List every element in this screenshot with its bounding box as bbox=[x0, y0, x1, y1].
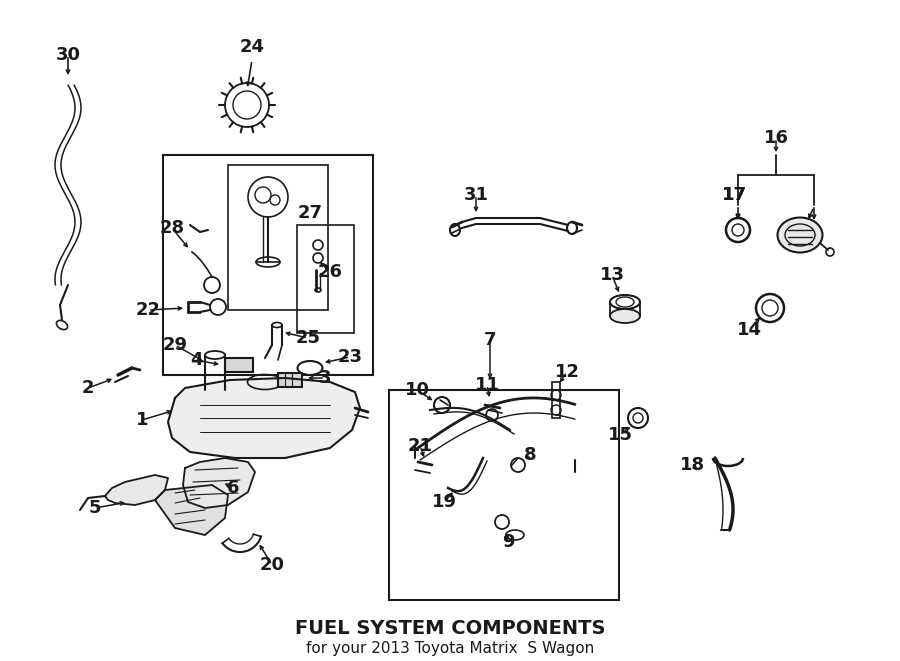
Polygon shape bbox=[155, 485, 228, 535]
Text: 5: 5 bbox=[89, 499, 101, 517]
Bar bbox=[278, 373, 302, 387]
Text: 20: 20 bbox=[259, 556, 284, 574]
Text: 3: 3 bbox=[319, 369, 331, 387]
Polygon shape bbox=[168, 378, 360, 458]
Bar bbox=[163, 155, 373, 375]
Bar bbox=[389, 390, 619, 600]
Text: 9: 9 bbox=[502, 533, 514, 551]
Ellipse shape bbox=[778, 217, 823, 253]
Ellipse shape bbox=[610, 309, 640, 323]
Text: 22: 22 bbox=[136, 301, 160, 319]
Text: 14: 14 bbox=[736, 321, 761, 339]
Text: 4: 4 bbox=[190, 351, 203, 369]
Text: for your 2013 Toyota Matrix  S Wagon: for your 2013 Toyota Matrix S Wagon bbox=[306, 641, 594, 656]
Text: 12: 12 bbox=[554, 363, 580, 381]
Text: 7: 7 bbox=[484, 331, 496, 349]
Text: 25: 25 bbox=[295, 329, 320, 347]
Text: 26: 26 bbox=[318, 263, 343, 281]
Text: 17: 17 bbox=[722, 186, 746, 204]
Text: 13: 13 bbox=[599, 266, 625, 284]
Text: 18: 18 bbox=[680, 456, 705, 474]
Text: 29: 29 bbox=[163, 336, 187, 354]
Text: 17: 17 bbox=[722, 186, 746, 204]
Text: 21: 21 bbox=[408, 437, 433, 455]
Text: 28: 28 bbox=[159, 219, 184, 237]
Bar bbox=[228, 165, 328, 310]
Text: FUEL SYSTEM COMPONENTS: FUEL SYSTEM COMPONENTS bbox=[295, 619, 605, 637]
Text: 6: 6 bbox=[227, 479, 239, 497]
Text: 16: 16 bbox=[763, 129, 788, 147]
Text: 1: 1 bbox=[136, 411, 149, 429]
Polygon shape bbox=[183, 458, 255, 508]
Text: 23: 23 bbox=[338, 348, 363, 366]
Text: 8: 8 bbox=[524, 446, 536, 464]
Text: 11: 11 bbox=[474, 376, 500, 394]
Text: 2: 2 bbox=[82, 379, 94, 397]
Bar bbox=[225, 358, 253, 372]
Text: 30: 30 bbox=[56, 46, 80, 64]
Bar bbox=[297, 225, 354, 333]
Text: 10: 10 bbox=[404, 381, 429, 399]
Polygon shape bbox=[105, 475, 168, 505]
Text: 15: 15 bbox=[608, 426, 633, 444]
Text: 31: 31 bbox=[464, 186, 489, 204]
Text: 19: 19 bbox=[431, 493, 456, 511]
Text: 24: 24 bbox=[239, 38, 265, 56]
Text: 27: 27 bbox=[298, 204, 322, 222]
Ellipse shape bbox=[205, 386, 225, 394]
